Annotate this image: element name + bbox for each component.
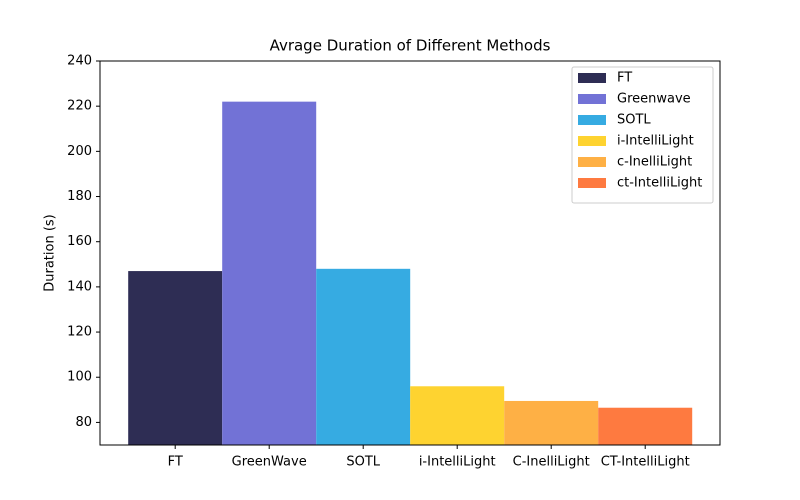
legend: FT Greenwave SOTL i-IntelliLight c-InelliLig… xyxy=(571,66,714,204)
bar xyxy=(410,386,505,445)
y-tick-label: 200 xyxy=(67,144,92,159)
y-tick-label: 80 xyxy=(75,415,92,430)
legend-label: FT xyxy=(617,71,632,86)
y-tick-label: 240 xyxy=(67,54,92,69)
y-axis-label: Duration (s) xyxy=(43,214,58,292)
x-tick-label: GreenWave xyxy=(232,455,307,470)
y-tick-label: 140 xyxy=(67,279,92,294)
legend-swatch xyxy=(578,136,606,146)
y-tick-label: 100 xyxy=(67,370,92,385)
bar xyxy=(128,271,223,445)
x-tick-label: i-IntelliLight xyxy=(419,455,496,470)
y-tick-label: 160 xyxy=(67,234,92,249)
legend-box xyxy=(571,66,714,204)
x-tick-label: CT-IntelliLight xyxy=(601,455,690,470)
bar xyxy=(504,400,599,445)
bar xyxy=(316,268,411,445)
legend-swatch xyxy=(578,157,606,167)
legend-label: i-IntelliLight xyxy=(617,134,694,149)
legend-label: c-InelliLight xyxy=(617,155,692,170)
legend-swatch xyxy=(578,178,606,188)
legend-swatch xyxy=(578,73,606,83)
x-tick-label: C-InelliLight xyxy=(513,455,590,470)
legend-swatch xyxy=(578,94,606,104)
legend-label: Greenwave xyxy=(617,92,691,107)
bar xyxy=(222,101,317,446)
legend-label: SOTL xyxy=(617,113,651,128)
legend-label: ct-IntelliLight xyxy=(617,176,702,191)
y-tick-label: 180 xyxy=(67,189,92,204)
y-tick-label: 120 xyxy=(67,325,92,340)
x-tick-label: FT xyxy=(168,455,183,470)
plot-frame xyxy=(99,60,721,446)
x-tick-label: SOTL xyxy=(346,455,380,470)
y-tick-label: 220 xyxy=(67,99,92,114)
chart-title: Avrage Duration of Different Methods xyxy=(270,37,551,55)
legend-swatch xyxy=(578,115,606,125)
bar xyxy=(598,407,693,445)
